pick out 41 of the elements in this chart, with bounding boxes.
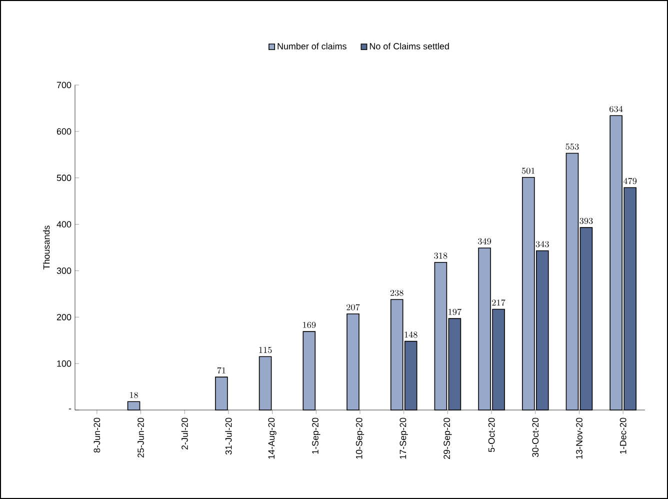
data-label: 169 xyxy=(303,322,316,328)
data-label: 148 xyxy=(404,331,418,338)
x-tick-label: 14-Aug-20 xyxy=(268,418,276,459)
y-tick-label: 100 xyxy=(57,360,72,367)
data-label: 71 xyxy=(217,367,226,374)
x-tick-label: 30-Oct-20 xyxy=(532,418,539,458)
data-label: 318 xyxy=(434,252,448,259)
data-label: 217 xyxy=(492,299,506,306)
data-label: 501 xyxy=(522,168,535,174)
x-tick-label: 8-Jun-20 xyxy=(94,418,100,453)
x-tick-label: 5-Oct-20 xyxy=(488,418,495,452)
x-tick-label: 1-Dec-20 xyxy=(620,418,626,454)
x-tick-label: 13-Nov-20 xyxy=(576,418,582,459)
y-tick-label: - xyxy=(68,408,72,410)
x-tick-label: 31-Jul-20 xyxy=(225,418,232,455)
legend-label: Number of claims xyxy=(278,42,346,50)
y-tick-label: 200 xyxy=(56,314,72,320)
y-tick-label: 400 xyxy=(56,221,72,228)
data-label: 115 xyxy=(259,346,272,354)
data-label: 634 xyxy=(610,106,623,112)
x-tick-label: 10-Sep-20 xyxy=(356,418,364,459)
x-tick-label: 17-Sep-20 xyxy=(400,418,408,459)
data-label: 238 xyxy=(390,290,404,296)
y-tick-label: 500 xyxy=(56,174,72,182)
data-label: 349 xyxy=(478,238,492,244)
data-label: 197 xyxy=(448,308,462,316)
y-tick-label: 600 xyxy=(56,128,72,135)
legend-label: No of Claims settled xyxy=(370,42,449,50)
y-axis-title: Thousands xyxy=(43,226,50,270)
x-tick-label: 1-Sep-20 xyxy=(312,418,320,454)
y-tick-label: 300 xyxy=(56,268,72,274)
data-label: 553 xyxy=(566,144,579,150)
data-label: 18 xyxy=(130,392,138,398)
x-tick-label: 25-Jun-20 xyxy=(138,418,144,458)
x-tick-label: 29-Sep-20 xyxy=(444,418,452,459)
data-label: 207 xyxy=(346,304,360,310)
data-label: 479 xyxy=(623,178,637,184)
data-label: 393 xyxy=(580,218,593,224)
data-label: 343 xyxy=(536,240,549,248)
x-tick-label: 2-Jul-20 xyxy=(181,418,188,450)
y-tick-label: 700 xyxy=(56,82,72,88)
